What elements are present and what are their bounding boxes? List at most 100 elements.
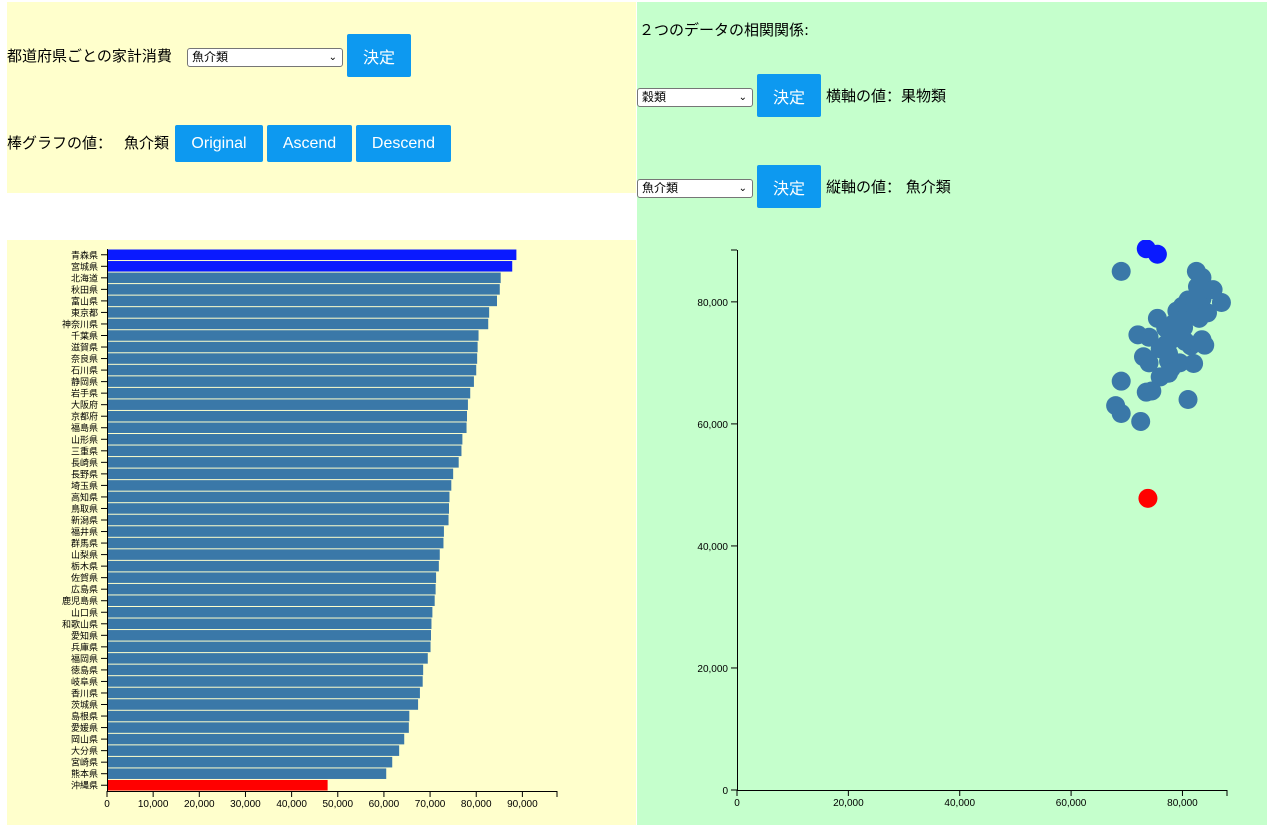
category-tick-label: 佐賀県 [71, 572, 98, 583]
bar [107, 457, 459, 468]
y-tick-label: 20,000 [697, 664, 728, 675]
bar [107, 549, 440, 560]
bar-chart: 青森県宮城県北海道秋田県富山県東京都神奈川県千葉県滋賀県奈良県石川県静岡県岩手県… [62, 249, 558, 810]
category-tick-label: 和歌山県 [62, 618, 98, 629]
x-tick-label: 50,000 [322, 799, 353, 810]
x-tick-label: 20,000 [833, 798, 864, 809]
category-tick-label: 滋賀県 [71, 342, 98, 353]
decide-button[interactable]: 決定 [347, 34, 411, 77]
category-tick-label: 京都府 [71, 411, 98, 422]
left-controls-panel [7, 2, 636, 193]
x-tick-label: 10,000 [138, 799, 169, 810]
category-tick-label: 奈良県 [71, 353, 98, 364]
bar [107, 687, 420, 699]
bar [107, 307, 490, 318]
descend-button[interactable]: Descend [356, 125, 451, 162]
bar [107, 468, 454, 480]
correlation-title: ２つのデータの相関関係: [639, 21, 810, 39]
bar [107, 376, 474, 387]
bar [107, 618, 432, 630]
scatter-point [1139, 353, 1159, 373]
x-tick-label: 20,000 [184, 799, 215, 810]
x-axis-decide-button[interactable]: 決定 [757, 74, 821, 117]
bar [107, 272, 501, 284]
y-axis-select-value: 魚介類 [642, 181, 679, 195]
category-tick-label: 茨城県 [71, 699, 98, 710]
category-tick-label: 徳島県 [71, 664, 98, 675]
bar [107, 537, 444, 549]
bar [107, 399, 468, 410]
scatter-point [1159, 344, 1179, 364]
x-tick-label: 30,000 [230, 799, 261, 810]
scatter-point [1195, 335, 1215, 355]
bar [107, 722, 409, 733]
bar [107, 745, 400, 756]
category-select-value: 魚介類 [192, 50, 229, 64]
category-tick-label: 鳥取県 [71, 503, 98, 514]
bar [107, 503, 449, 514]
bar [107, 434, 463, 445]
category-tick-label: 秋田県 [71, 284, 98, 295]
x-tick-label: 0 [104, 799, 110, 810]
x-tick-label: 70,000 [415, 799, 446, 810]
category-tick-label: 沖縄県 [71, 780, 98, 791]
bar [107, 583, 436, 595]
bar [107, 249, 517, 261]
bar [107, 261, 513, 272]
category-tick-label: 岐阜県 [71, 676, 98, 687]
y-axis-decide-button[interactable]: 決定 [757, 165, 821, 208]
category-tick-label: 山口県 [71, 608, 98, 618]
chevron-down-icon: ⌄ [328, 52, 337, 63]
category-tick-label: 宮城県 [71, 261, 98, 272]
category-tick-label: 岡山県 [71, 735, 98, 745]
y-tick-label: 40,000 [697, 542, 728, 553]
category-tick-label: 福岡県 [71, 653, 98, 664]
x-tick-label: 90,000 [507, 799, 538, 810]
category-tick-label: 香川県 [71, 688, 98, 698]
bar [107, 779, 328, 791]
category-tick-label: 新潟県 [71, 515, 98, 526]
scatter-point [1189, 308, 1209, 328]
bar [107, 653, 428, 664]
category-select[interactable]: 魚介類 ⌄ [187, 48, 343, 67]
bar [107, 364, 477, 376]
bar [107, 676, 423, 687]
x-tick-label: 40,000 [944, 798, 975, 809]
category-tick-label: 兵庫県 [71, 641, 98, 652]
scatter-plot: 0 20,000 40,000 60,000 80,000 0 20,000 40,000 60… [697, 240, 1231, 809]
scatter-point [1136, 382, 1156, 402]
scatter-point [1147, 244, 1167, 264]
bar [107, 480, 452, 491]
bar [107, 630, 431, 641]
category-tick-label: 群馬県 [71, 538, 98, 549]
x-axis-value-label: 横軸の値：果物類 [826, 87, 947, 105]
bar [107, 422, 467, 434]
original-button[interactable]: Original [175, 125, 263, 162]
x-tick-label: 80,000 [461, 799, 492, 810]
chevron-down-icon: ⌄ [738, 92, 747, 103]
y-axis-select[interactable]: 魚介類 ⌄ [637, 179, 753, 198]
category-tick-label: 大分県 [71, 745, 98, 756]
category-tick-label: 栃木県 [71, 561, 98, 572]
category-tick-label: 島根県 [71, 711, 98, 722]
bar [107, 560, 439, 572]
category-tick-label: 愛媛県 [71, 722, 98, 733]
x-tick-label: 40,000 [276, 799, 307, 810]
ascend-button[interactable]: Ascend [267, 125, 352, 162]
category-tick-label: 鹿児島県 [62, 595, 98, 606]
category-tick-label: 宮崎県 [71, 757, 98, 768]
category-tick-label: 山形県 [71, 434, 98, 445]
bar [107, 353, 478, 364]
bar [107, 318, 489, 330]
bar [107, 387, 471, 399]
x-axis-select[interactable]: 穀類 ⌄ [637, 88, 753, 107]
scatter-point [1111, 371, 1131, 391]
scatter-point [1131, 411, 1151, 431]
y-tick-label: 0 [722, 786, 728, 797]
category-tick-label: 東京都 [71, 307, 98, 318]
scatter-point [1178, 389, 1198, 409]
bar [107, 768, 387, 779]
y-tick-label: 80,000 [697, 298, 728, 309]
category-tick-label: 千葉県 [71, 330, 98, 341]
bar [107, 733, 405, 745]
